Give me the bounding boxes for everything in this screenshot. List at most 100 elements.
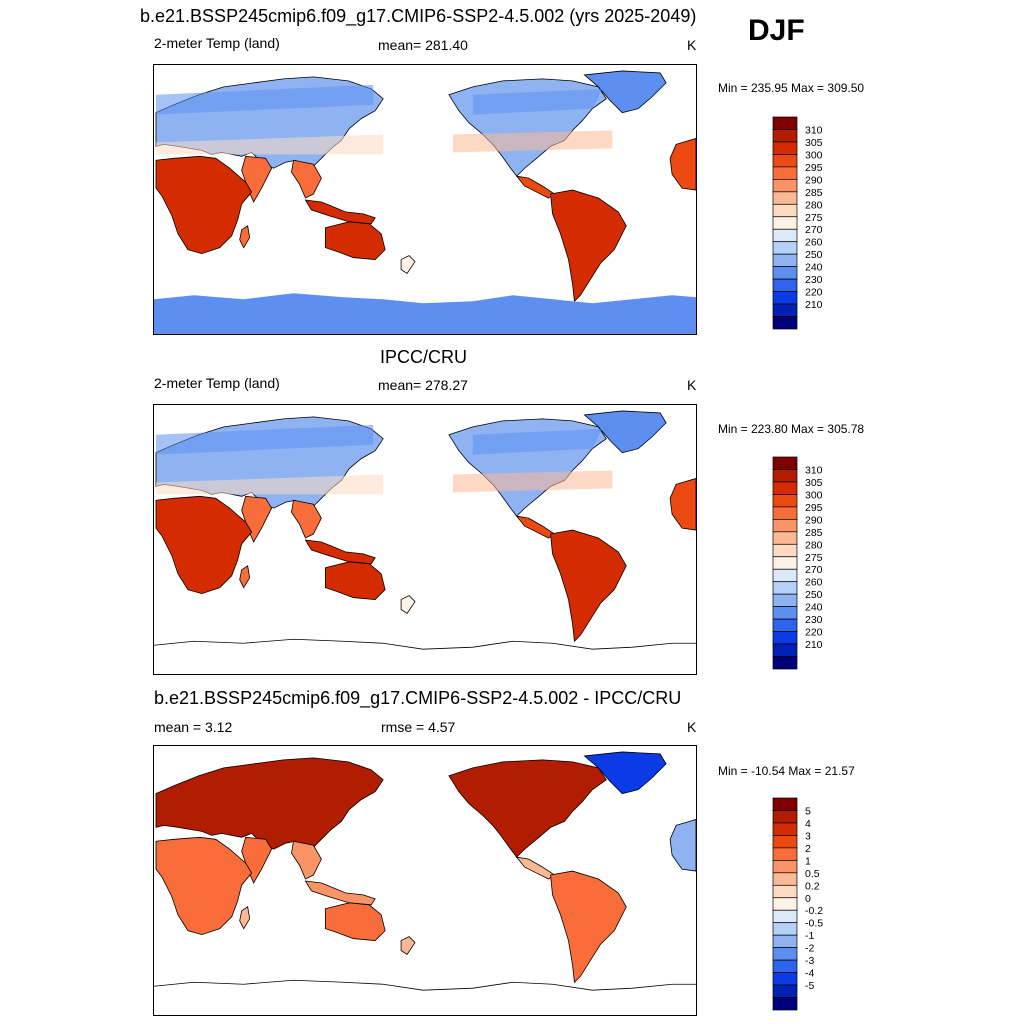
colorbar-tick-label: 230	[805, 614, 823, 626]
colorbar-tick-label: 4	[805, 818, 811, 830]
panel1-minmax: Min = 235.95 Max = 309.50	[718, 81, 865, 95]
colorbar-swatch	[772, 606, 798, 620]
colorbar-tick-label: 285	[805, 187, 823, 199]
colorbar-swatch	[772, 822, 798, 836]
colorbar-swatch	[772, 216, 798, 230]
colorbar-swatch	[772, 581, 798, 595]
colorbar-tick-label: 220	[805, 287, 823, 299]
colorbar-tick-label: 270	[805, 224, 823, 236]
temperature-band	[472, 428, 603, 455]
colorbar-swatch	[772, 909, 798, 924]
land-region-newzealand	[400, 595, 416, 615]
panel2-mean-label: mean= 278.27	[378, 377, 468, 393]
colorbar-swatch	[772, 972, 798, 986]
panel1-map	[153, 64, 697, 335]
antarctica-outline	[154, 638, 696, 650]
colorbar-swatch	[772, 141, 798, 155]
colorbar-swatch	[772, 568, 798, 583]
panel1-mean-label: mean= 281.40	[378, 37, 468, 53]
temperature-band	[452, 470, 613, 493]
colorbar-tick-label: 310	[805, 124, 823, 136]
temperature-band	[155, 474, 384, 495]
colorbar-swatch	[772, 643, 798, 657]
colorbar-swatch	[772, 984, 798, 998]
colorbar-swatch	[772, 228, 798, 243]
land-region-madagascar	[239, 225, 251, 249]
colorbar-swatch	[772, 947, 798, 961]
land-region-samerica	[550, 529, 627, 643]
colorbar-swatch	[772, 934, 798, 948]
colorbar-swatch	[772, 506, 798, 520]
colorbar-tick-label: 300	[805, 489, 823, 501]
colorbar-swatch	[772, 316, 798, 330]
colorbar-tick-label: -2	[805, 943, 814, 955]
colorbar-swatch	[772, 543, 798, 558]
land-region-indonesia	[304, 539, 376, 565]
colorbar-swatch	[772, 191, 798, 205]
colorbar-tick-label: 275	[805, 212, 823, 224]
colorbar-swatch	[772, 618, 798, 632]
colorbar-swatch	[772, 884, 798, 899]
colorbar-tick-label: 240	[805, 262, 823, 274]
land-region-greenland	[583, 751, 667, 795]
colorbar-tick-label: 305	[805, 477, 823, 489]
land-region-namerica	[448, 759, 607, 858]
colorbar-tick-label: 3	[805, 830, 811, 842]
land-region-wafrica_right	[669, 138, 696, 191]
main-title: b.e21.BSSP245cmip6.f09_g17.CMIP6-SSP2-4.…	[140, 6, 697, 26]
colorbar-swatch	[772, 253, 798, 267]
temperature-band	[472, 88, 603, 115]
colorbar-swatch	[772, 203, 798, 218]
season-label: DJF	[748, 14, 805, 47]
land-region-australia	[324, 561, 386, 600]
colorbar-tick-label: 240	[805, 602, 823, 614]
land-region-africa	[155, 495, 253, 595]
colorbar-swatch	[772, 278, 798, 292]
colorbar-tick-label: 0.2	[805, 880, 820, 892]
colorbar-tick-label: 210	[805, 299, 823, 311]
land-region-newzealand	[400, 255, 416, 275]
colorbar-swatch	[772, 860, 798, 874]
colorbar-swatch	[772, 456, 798, 470]
land-region-indochina	[291, 499, 322, 539]
panel2-title: IPCC/CRU	[380, 347, 468, 367]
colorbar-tick-label: 290	[805, 174, 823, 186]
colorbar-tick-label: -3	[805, 955, 814, 967]
land-region-africa	[155, 155, 253, 255]
antarctica-outline	[154, 979, 696, 991]
panel2-units: K	[687, 377, 697, 393]
colorbar-tick-label: 0.5	[805, 868, 820, 880]
temperature-band	[452, 130, 613, 153]
colorbar-swatch	[772, 481, 798, 495]
colorbar-swatch	[772, 797, 798, 811]
panel1-colorbar: 310 305 300 295 290 285 280 275 270 260 250 240 230 2…	[772, 116, 852, 330]
colorbar-tick-label: 5	[805, 805, 811, 817]
panel2-map	[153, 404, 697, 675]
colorbar-tick-label: 290	[805, 514, 823, 526]
panel3-mean-label: mean = 3.12	[154, 719, 233, 735]
antarctica-region	[154, 293, 696, 334]
land-region-indochina	[291, 159, 322, 199]
land-region-australia	[324, 902, 386, 941]
colorbar-swatch	[772, 922, 798, 936]
colorbar-tick-label: 2	[805, 843, 811, 855]
colorbar-tick-label: 210	[805, 639, 823, 651]
colorbar-swatch	[772, 847, 798, 861]
colorbar-tick-label: 1	[805, 855, 811, 867]
colorbar-tick-label: -4	[805, 968, 814, 980]
land-region-camerica	[515, 175, 556, 199]
panel2-minmax: Min = 223.80 Max = 305.78	[718, 422, 865, 436]
colorbar-tick-label: 305	[805, 137, 823, 149]
panel2-variable-label: 2-meter Temp (land)	[154, 375, 280, 391]
colorbar-swatch	[772, 519, 798, 533]
panel3-units: K	[687, 719, 697, 735]
colorbar-tick-label: 260	[805, 237, 823, 249]
colorbar-swatch	[772, 556, 798, 570]
panel2-colorbar: 310 305 300 295 290 285 280 275 270 260 250 240 230 2…	[772, 456, 852, 670]
land-region-indonesia	[304, 880, 376, 906]
colorbar-tick-label: 220	[805, 627, 823, 639]
colorbar-tick-label: 275	[805, 552, 823, 564]
colorbar-swatch	[772, 154, 798, 168]
temperature-band	[155, 134, 384, 155]
colorbar-tick-label: -0.2	[805, 905, 823, 917]
